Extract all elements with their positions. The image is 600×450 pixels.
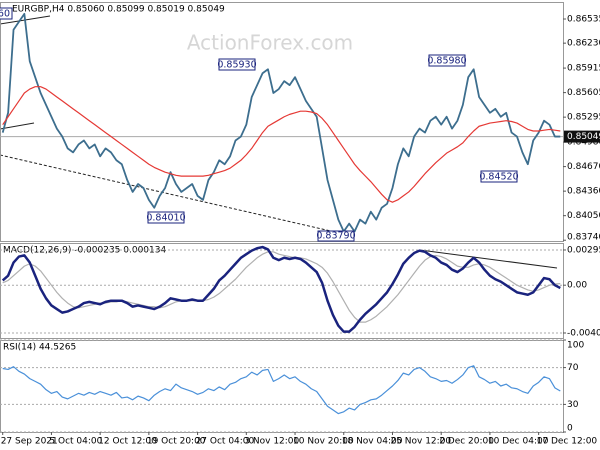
x-tick-label: 27 Sep 2021 [1,437,58,447]
annotation-text: 0.84010 [146,213,185,224]
x-tick-label: 25 Nov 12:00 [390,437,451,447]
y-tick-label: 0 [567,424,573,434]
trend-line [0,122,35,130]
y-tick-label: -0.004009 [567,328,600,338]
x-tick-label: 5 Oct 04:00 [49,437,102,447]
x-tick-label: 27 Oct 04:00 [196,437,255,447]
y-tick-label: 70 [567,363,579,373]
y-tick-label: 100 [567,341,584,351]
y-tick-label: 0.85605 [567,88,600,98]
panel-title: RSI(14) 44.5265 [3,343,76,353]
panel-frame [0,2,564,242]
series-line [2,365,561,415]
annotation-text: 0.85980 [427,56,466,67]
y-tick-label: 0.85915 [567,64,600,74]
x-tick-label: 17 Dec 12:00 [537,437,598,447]
series-line [1,12,561,233]
annotation: 60 [0,7,13,20]
annotation: 0.84010 [146,211,186,224]
annotation: 0.84520 [479,170,519,183]
x-tick-label: 18 Nov 04:00 [342,437,403,447]
annotation: 0.83790 [316,230,356,242]
series-line [2,86,561,203]
series-line [1,245,561,333]
annotation-text: 0.85930 [217,60,256,71]
last-price-box [564,130,600,143]
x-tick-label: 12 Oct 12:00 [98,437,157,447]
x-tick-label: 2 Dec 20:00 [439,437,494,447]
y-tick-label: 30 [567,400,579,410]
annotation-text: 0.83790 [316,231,355,242]
x-tick-label: 3 Nov 12:00 [244,437,299,447]
trend-line [0,154,336,233]
y-tick-label: 0.86535 [567,15,600,25]
y-tick-label: 0.002955 [567,245,600,255]
x-tick-label: 10 Nov 20:00 [293,437,354,447]
watermark: ActionForex.com [187,31,353,55]
annotation: 0.85980 [427,54,467,67]
last-price-label: 0.85049 [567,132,600,142]
annotation-text: 60 [0,9,10,20]
annotation-text: 0.84520 [479,172,518,183]
panel-title: MACD(12,26,9) -0.000235 0.000134 [3,246,166,256]
x-tick-label: 10 Dec 04:00 [488,437,549,447]
panel-frame [0,243,564,339]
trend-line [419,249,558,269]
x-tick-label: 19 Oct 20:00 [147,437,206,447]
y-tick-label: 0.00 [567,281,587,291]
panel-title: EURGBP,H4 0.85060 0.85099 0.85019 0.8504… [12,5,225,15]
y-tick-label: 0.85295 [567,113,600,123]
annotation: 0.85930 [217,58,257,71]
